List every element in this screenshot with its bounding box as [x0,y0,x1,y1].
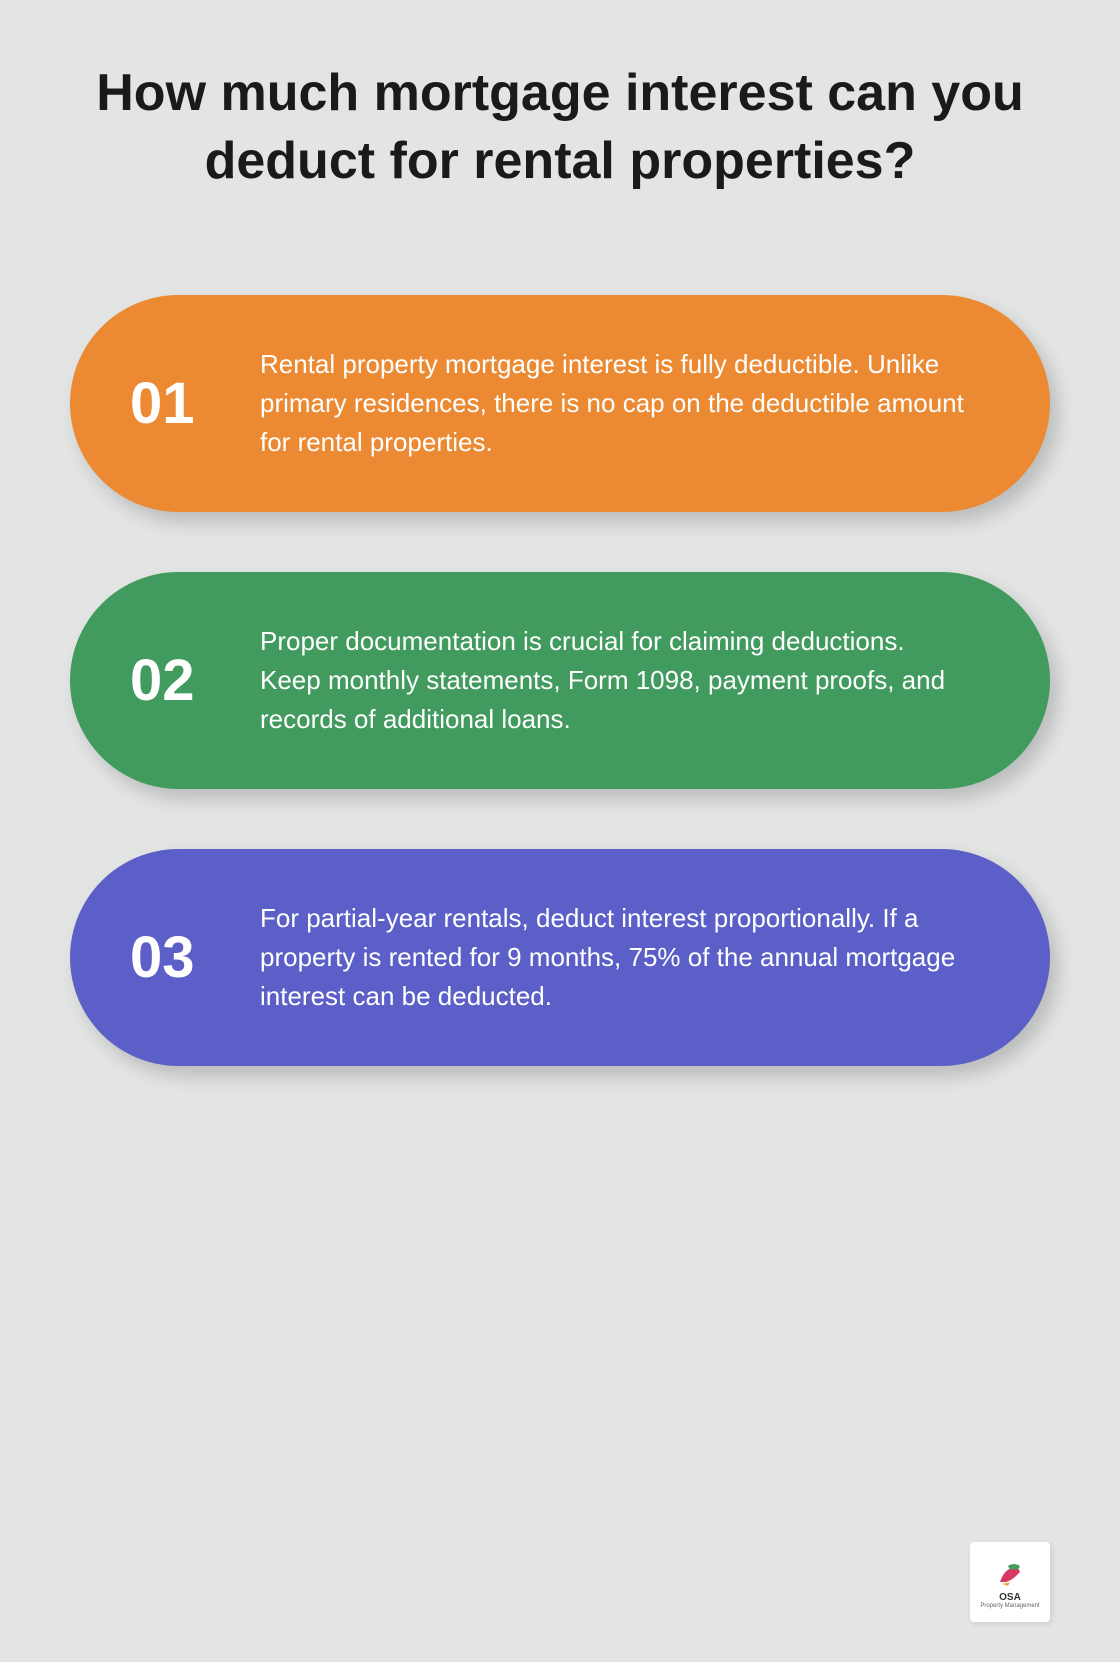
logo-name: OSA [999,1592,1021,1603]
info-pill-3: 03 For partial-year rentals, deduct inte… [70,849,1050,1066]
pill-text: Rental property mortgage interest is ful… [260,345,970,462]
logo-bird-icon [992,1556,1028,1592]
info-pill-2: 02 Proper documentation is crucial for c… [70,572,1050,789]
logo-subtitle: Property Management [980,1603,1039,1609]
page-title: How much mortgage interest can you deduc… [70,60,1050,195]
info-pill-1: 01 Rental property mortgage interest is … [70,295,1050,512]
items-container: 01 Rental property mortgage interest is … [70,295,1050,1066]
brand-logo: OSA Property Management [970,1542,1050,1622]
pill-number: 01 [130,370,220,437]
pill-number: 02 [130,647,220,714]
pill-number: 03 [130,924,220,991]
pill-text: Proper documentation is crucial for clai… [260,622,970,739]
pill-text: For partial-year rentals, deduct interes… [260,899,970,1016]
